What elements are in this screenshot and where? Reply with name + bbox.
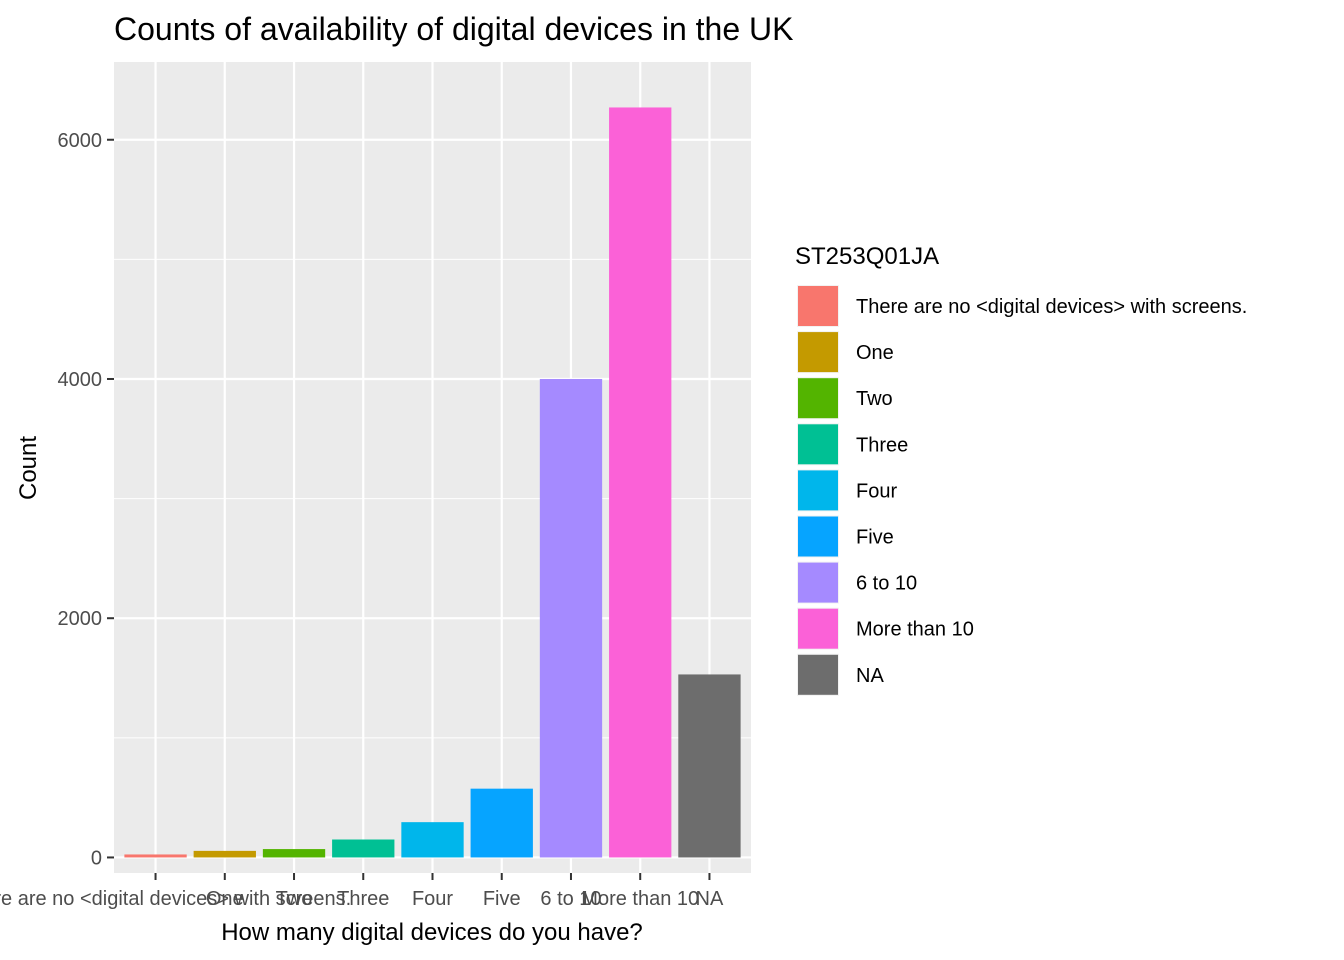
legend-label: One xyxy=(856,342,894,364)
legend-label: NA xyxy=(856,665,884,687)
bar xyxy=(124,854,187,858)
y-axis: 0 2000 4000 6000 xyxy=(58,130,114,869)
bar xyxy=(470,788,533,858)
legend-swatch xyxy=(798,286,838,326)
x-axis: There are no <digital devices> with scre… xyxy=(0,873,724,910)
bar xyxy=(332,839,395,858)
legend-swatch xyxy=(798,608,838,649)
legend-label: More than 10 xyxy=(856,619,974,641)
y-tick-label: 2000 xyxy=(58,608,103,630)
legend-label: There are no <digital devices> with scre… xyxy=(856,296,1247,318)
legend-swatch xyxy=(798,470,838,511)
y-tick-label: 0 xyxy=(91,847,102,869)
legend-label: Three xyxy=(856,434,908,456)
x-tick-label: Four xyxy=(412,888,453,910)
legend-label: 6 to 10 xyxy=(856,573,917,595)
x-tick-label: NA xyxy=(696,888,724,910)
bar xyxy=(678,674,741,858)
legend-label: Five xyxy=(856,527,894,549)
bar xyxy=(539,378,603,858)
bars xyxy=(124,107,741,858)
legend-label: Two xyxy=(856,388,893,410)
legend-swatch xyxy=(798,516,838,557)
chart-title: Counts of availability of digital device… xyxy=(114,11,793,47)
y-axis-title: Count xyxy=(15,436,42,500)
x-tick-label: Five xyxy=(483,888,521,910)
x-tick-label: 6 to 10 xyxy=(540,888,601,910)
legend-swatch xyxy=(798,424,838,465)
x-tick-label: Three xyxy=(337,888,389,910)
legend-items: There are no <digital devices> with scre… xyxy=(797,285,1247,696)
legend-label: Four xyxy=(856,480,897,502)
legend-swatch xyxy=(798,562,838,603)
x-tick-label: One xyxy=(206,888,244,910)
y-tick-label: 6000 xyxy=(58,130,103,152)
x-axis-title: How many digital devices do you have? xyxy=(221,919,643,946)
bar xyxy=(401,822,464,858)
x-tick-label: Two xyxy=(276,888,313,910)
x-tick-label: There are no <digital devices> with scre… xyxy=(0,888,351,910)
legend: ST253Q01JA There are no <digital devices… xyxy=(795,243,1247,696)
x-tick-label: More than 10 xyxy=(581,888,699,910)
legend-swatch xyxy=(798,654,838,695)
bar xyxy=(262,849,326,858)
bar xyxy=(193,850,256,858)
y-tick-label: 4000 xyxy=(58,369,103,391)
legend-swatch xyxy=(798,378,838,419)
legend-swatch xyxy=(798,332,838,373)
legend-title: ST253Q01JA xyxy=(795,243,939,270)
bar xyxy=(609,107,672,858)
